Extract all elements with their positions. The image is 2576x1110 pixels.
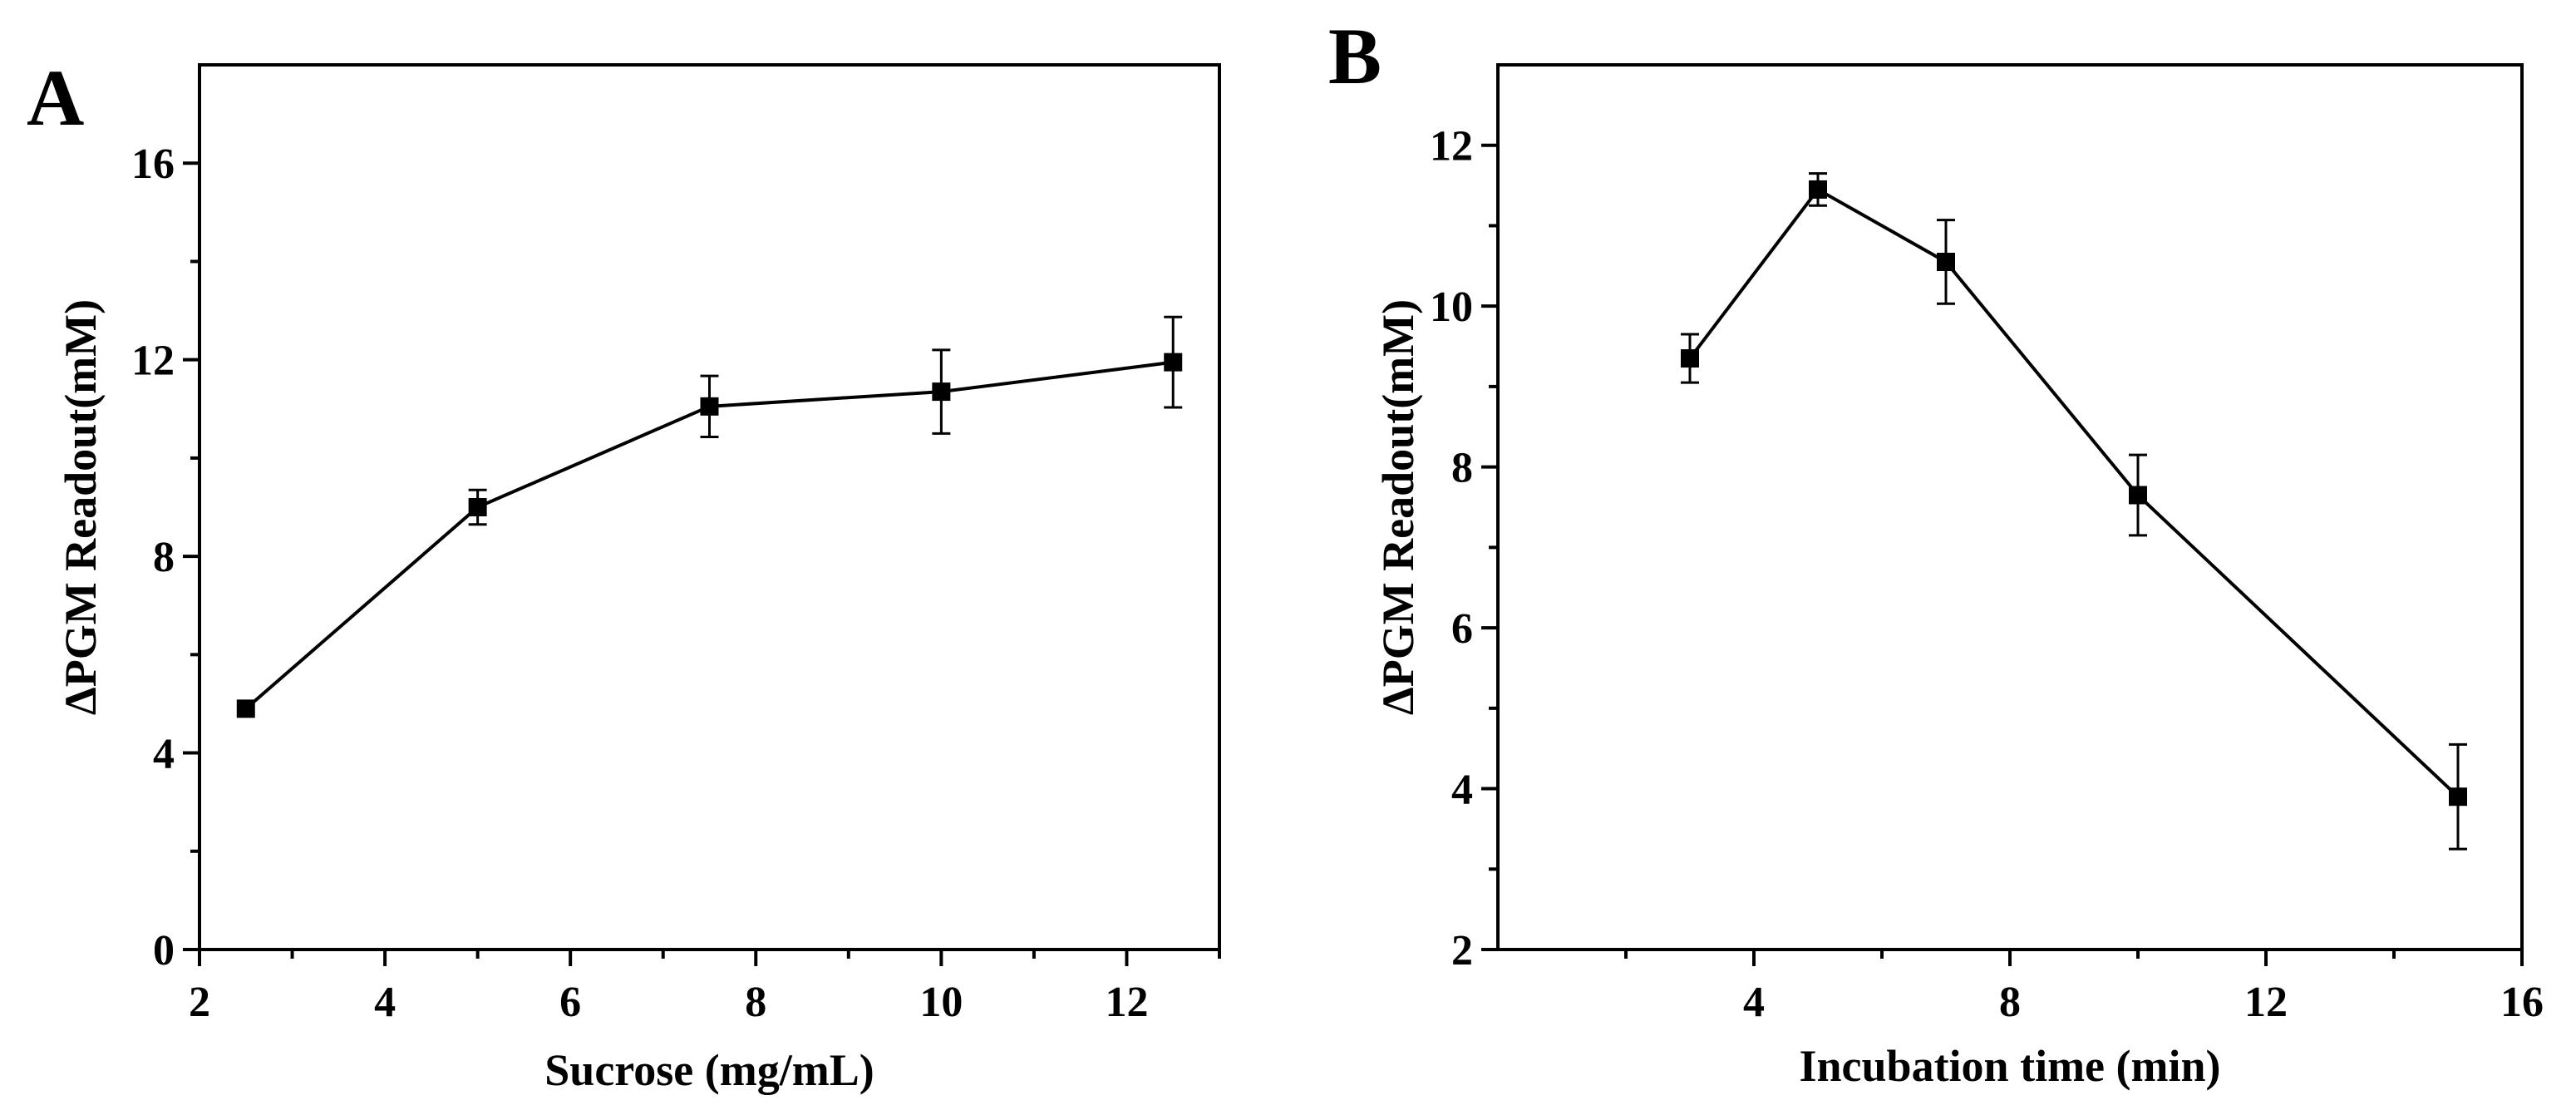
panel-b-x-tick-label: 12 bbox=[2244, 979, 2288, 1026]
panel-a-x-tick-label: 2 bbox=[189, 979, 210, 1026]
panel-b-x-tick-label: 8 bbox=[1999, 979, 2021, 1026]
panel-a-tick-labels: 2 4 6 8 10 12 0 4 8 12 16 bbox=[131, 141, 1148, 1026]
panel-a-y-tick-label: 12 bbox=[131, 338, 175, 385]
panel-a-data-marks bbox=[236, 315, 1183, 718]
panel-b-y-tick-label: 12 bbox=[1430, 123, 1473, 170]
panel-a-y-tick-label: 8 bbox=[153, 534, 175, 581]
panel-a-label: A bbox=[27, 53, 84, 142]
panel-a-frame bbox=[198, 63, 1221, 951]
panel-b-y-tick-label: 8 bbox=[1451, 445, 1473, 492]
panel-b-data-marks bbox=[1681, 172, 2467, 851]
panel-a-data-point bbox=[1164, 353, 1183, 372]
panel-b-y-tick-label: 4 bbox=[1451, 767, 1473, 814]
panel-a-data-point bbox=[236, 699, 255, 718]
panel-a-ticks bbox=[183, 161, 1221, 966]
panel-b-x-axis-label: Incubation time (min) bbox=[1799, 1041, 2220, 1091]
panel-b: B 4 8 12 16 2 4 6 8 10 12 Incubation time (min) Δ… bbox=[1328, 12, 2544, 1091]
panel-a-x-tick-label: 12 bbox=[1105, 979, 1148, 1026]
panel-a-plot-frame bbox=[198, 63, 1221, 951]
panel-b-data-point bbox=[1809, 180, 1827, 199]
panel-a-y-tick-label: 16 bbox=[131, 141, 175, 188]
panel-b-y-tick-label: 6 bbox=[1451, 605, 1473, 653]
panel-a-y-tick-label: 4 bbox=[153, 731, 175, 778]
panel-b-data-point bbox=[1681, 349, 1699, 368]
panel-a-y-axis-label: ΔPGM Readout(mM) bbox=[56, 299, 106, 715]
panel-b-data-point bbox=[2449, 787, 2467, 807]
panel-a-data-point bbox=[468, 498, 487, 516]
panel-b-series-line bbox=[1688, 187, 2460, 798]
panel-a-x-axis-label: Sucrose (mg/mL) bbox=[544, 1045, 874, 1095]
panel-b-y-tick-label: 2 bbox=[1451, 927, 1473, 974]
panel-a-data-point bbox=[700, 397, 719, 416]
panel-a: A 2 4 6 8 10 12 0 4 8 12 16 Sucrose (mg/mL) ΔPGM R… bbox=[27, 53, 1221, 1095]
panel-a-x-tick-label: 4 bbox=[374, 979, 396, 1026]
panel-b-y-tick-label: 10 bbox=[1430, 284, 1473, 331]
panel-b-label: B bbox=[1328, 12, 1382, 101]
panel-a-x-tick-label: 8 bbox=[745, 979, 766, 1026]
panel-a-data-point bbox=[932, 382, 951, 402]
panel-b-ticks bbox=[1481, 143, 2524, 966]
panel-b-plot-frame bbox=[1496, 63, 2524, 951]
panel-b-data-point bbox=[1937, 252, 1955, 271]
panel-b-tick-labels: 4 8 12 16 2 4 6 8 10 12 bbox=[1430, 123, 2544, 1026]
panel-b-y-axis-label: ΔPGM Readout(mM) bbox=[1373, 299, 1423, 715]
panel-b-data-point bbox=[2129, 486, 2147, 505]
panel-a-x-tick-label: 6 bbox=[559, 979, 581, 1026]
panel-b-x-tick-label: 4 bbox=[1743, 979, 1765, 1026]
panel-a-x-tick-label: 10 bbox=[919, 979, 963, 1026]
panel-a-y-tick-label: 0 bbox=[153, 927, 175, 974]
panel-b-x-tick-label: 16 bbox=[2500, 979, 2544, 1026]
panel-b-frame bbox=[1496, 63, 2524, 951]
